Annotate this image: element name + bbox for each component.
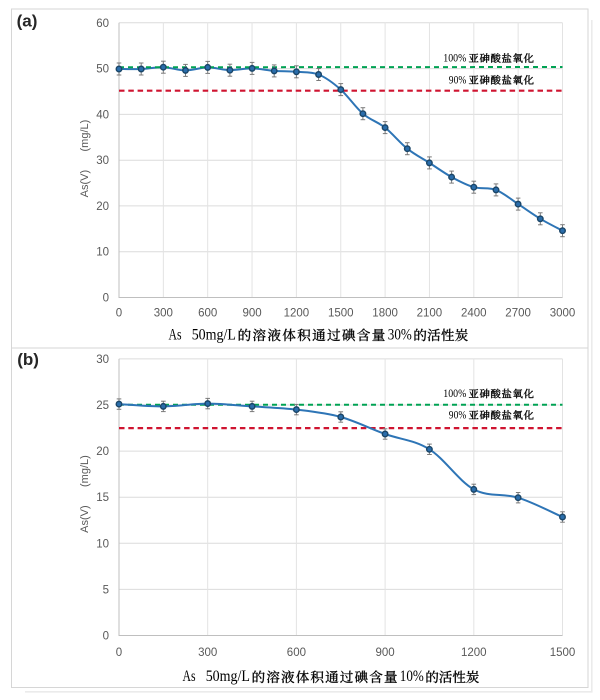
svg-text:40: 40 bbox=[96, 109, 109, 121]
svg-text:2700: 2700 bbox=[505, 308, 531, 320]
svg-text:100%: 100% bbox=[443, 386, 466, 400]
svg-text:30: 30 bbox=[96, 155, 109, 167]
svg-text:0: 0 bbox=[103, 631, 109, 643]
svg-text:300: 300 bbox=[198, 647, 217, 659]
svg-text:As: As bbox=[169, 326, 182, 343]
svg-text:50: 50 bbox=[96, 64, 109, 76]
svg-text:15: 15 bbox=[96, 492, 109, 504]
svg-text:600: 600 bbox=[198, 308, 217, 320]
svg-text:25: 25 bbox=[96, 400, 109, 412]
svg-text:1500: 1500 bbox=[328, 308, 354, 320]
svg-text:3000: 3000 bbox=[550, 308, 576, 320]
svg-text:90%: 90% bbox=[449, 72, 467, 86]
svg-text:As(V) (mg/L): As(V) (mg/L) bbox=[79, 455, 91, 533]
svg-text:(b): (b) bbox=[17, 350, 39, 369]
svg-text:600: 600 bbox=[287, 647, 306, 659]
svg-text:10: 10 bbox=[96, 538, 109, 550]
svg-text:10: 10 bbox=[96, 247, 109, 259]
svg-text:90%: 90% bbox=[449, 407, 467, 421]
svg-text:(a): (a) bbox=[17, 11, 38, 30]
svg-text:10%: 10% bbox=[400, 668, 424, 685]
svg-text:30: 30 bbox=[96, 354, 109, 366]
svg-text:As: As bbox=[183, 668, 196, 685]
svg-text:50mg/L: 50mg/L bbox=[206, 668, 250, 685]
svg-text:20: 20 bbox=[96, 446, 109, 458]
svg-text:1800: 1800 bbox=[372, 308, 398, 320]
svg-text:50mg/L: 50mg/L bbox=[192, 326, 236, 343]
svg-text:2400: 2400 bbox=[461, 308, 487, 320]
svg-text:900: 900 bbox=[376, 647, 395, 659]
svg-text:1200: 1200 bbox=[461, 647, 487, 659]
svg-text:1500: 1500 bbox=[550, 647, 576, 659]
svg-text:2100: 2100 bbox=[417, 308, 443, 320]
svg-text:0: 0 bbox=[116, 308, 122, 320]
svg-text:100%: 100% bbox=[443, 51, 466, 65]
svg-text:60: 60 bbox=[96, 18, 109, 30]
svg-text:0: 0 bbox=[116, 647, 122, 659]
svg-text:5: 5 bbox=[103, 584, 109, 596]
svg-text:20: 20 bbox=[96, 201, 109, 213]
svg-text:0: 0 bbox=[103, 293, 109, 305]
svg-text:300: 300 bbox=[154, 308, 173, 320]
svg-text:As(V) (mg/L): As(V) (mg/L) bbox=[79, 120, 91, 198]
svg-text:900: 900 bbox=[243, 308, 262, 320]
svg-text:30%: 30% bbox=[388, 326, 412, 343]
svg-text:1200: 1200 bbox=[284, 308, 310, 320]
